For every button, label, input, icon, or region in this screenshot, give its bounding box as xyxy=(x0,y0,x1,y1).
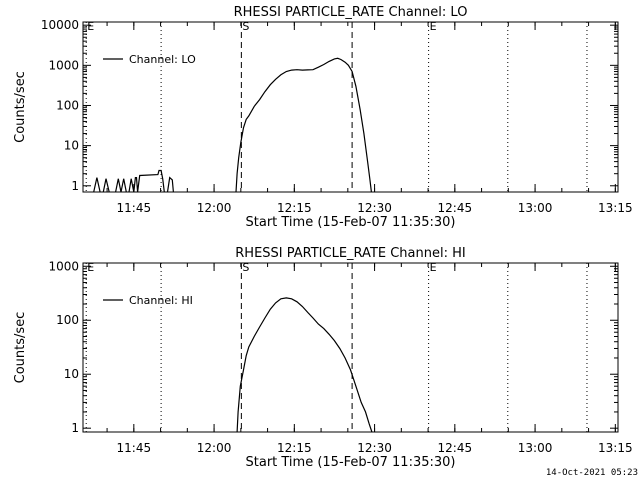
panel1-plot-frame xyxy=(82,21,619,193)
panel2-x-tick-label-0: 11:45 xyxy=(117,441,152,455)
panel2-x-tick-label-1: 12:00 xyxy=(197,441,232,455)
panel2-x-tick-label-6: 13:15 xyxy=(598,441,633,455)
panel2-x-tick-label-4: 12:45 xyxy=(438,441,473,455)
panel1-series-0-segment-0 xyxy=(93,177,101,193)
panel1-x-axis-label: Start Time (15-Feb-07 11:35:30) xyxy=(246,215,456,230)
panel1-series-0-segment-2 xyxy=(115,178,127,193)
panel1-y-tick-label-4: 10000 xyxy=(41,18,79,32)
panel2-y-tick-label-0: 1 xyxy=(71,421,79,435)
panel1-series-0-segment-1 xyxy=(102,178,110,193)
panel1-chart-title: RHESSI PARTICLE_RATE Channel: LO xyxy=(234,5,468,20)
footer-timestamp: 14-Oct-2021 05:23 xyxy=(545,468,638,478)
panel2-series-0-segment-0 xyxy=(236,297,373,433)
panel1-x-tick-label-0: 11:45 xyxy=(117,201,152,215)
panel2-x-tick-label-5: 13:00 xyxy=(518,441,553,455)
panel1-marker-label-2: S xyxy=(242,20,249,33)
panel2-marker-label-2: S xyxy=(242,261,249,274)
panel2-marker-label-0: E xyxy=(87,261,94,274)
panel2-marker-label-4: E xyxy=(430,261,437,274)
panel2-x-axis-label: Start Time (15-Feb-07 11:35:30) xyxy=(246,455,456,470)
panel1-y-tick-label-2: 100 xyxy=(56,98,79,112)
panel1-x-tick-label-3: 12:30 xyxy=(357,201,392,215)
panel1-marker-label-0: E xyxy=(87,20,94,33)
panel1-series-0-segment-3 xyxy=(128,169,165,193)
panel2-plot-frame xyxy=(82,262,619,433)
panel1-x-tick-label-4: 12:45 xyxy=(438,201,473,215)
panel2-y-axis-label: Counts/sec xyxy=(13,312,28,384)
panel2-x-tick-label-2: 12:15 xyxy=(277,441,312,455)
panel1-y-tick-label-1: 10 xyxy=(64,139,79,153)
panel2-legend-label: Channel: HI xyxy=(129,294,193,307)
panel1-y-tick-label-0: 1 xyxy=(71,179,79,193)
panel1-y-axis-label: Counts/sec xyxy=(13,71,28,143)
panel1-legend-label: Channel: LO xyxy=(129,53,196,66)
panel1-series-0-segment-4 xyxy=(166,176,174,193)
panel2-x-tick-label-3: 12:30 xyxy=(357,441,392,455)
panel2-y-tick-label-2: 100 xyxy=(56,313,79,327)
panel1-x-tick-label-5: 13:00 xyxy=(518,201,553,215)
panel2-chart-title: RHESSI PARTICLE_RATE Channel: HI xyxy=(235,246,465,261)
panel2-y-tick-label-1: 10 xyxy=(64,367,79,381)
panel1-x-tick-label-2: 12:15 xyxy=(277,201,312,215)
panel1-x-tick-label-1: 12:00 xyxy=(197,201,232,215)
panel1-series-0-segment-5 xyxy=(235,57,372,193)
panel1-x-tick-label-6: 13:15 xyxy=(598,201,633,215)
panel1-y-tick-label-3: 1000 xyxy=(48,58,79,72)
panel1-marker-label-4: E xyxy=(430,20,437,33)
panel2-y-tick-label-3: 1000 xyxy=(48,259,79,273)
